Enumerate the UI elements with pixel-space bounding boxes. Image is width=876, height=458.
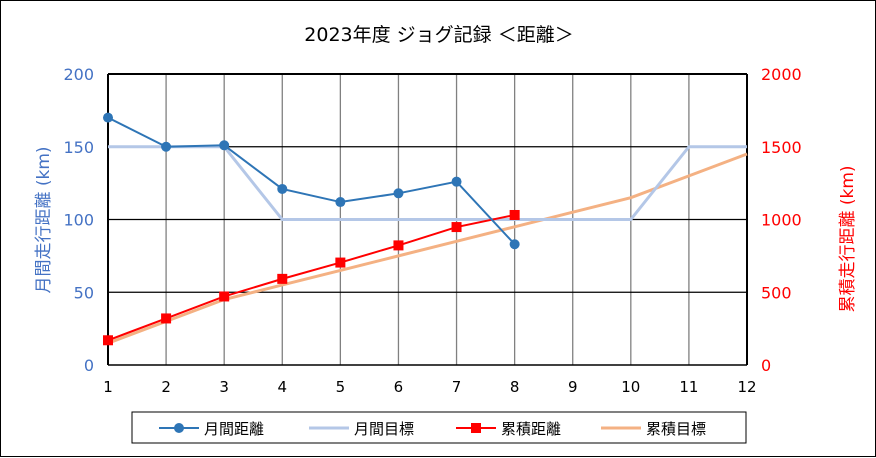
x-tick-label: 7 bbox=[452, 378, 462, 396]
legend-label: 月間目標 bbox=[354, 420, 414, 438]
x-tick-label: 9 bbox=[568, 378, 578, 396]
series-line bbox=[107, 116, 516, 245]
y-tick-label-right: 1500 bbox=[761, 138, 802, 157]
data-point bbox=[509, 239, 520, 250]
data-point bbox=[161, 141, 172, 152]
y-tick-label-left: 50 bbox=[74, 283, 94, 302]
data-point bbox=[219, 291, 230, 302]
data-point bbox=[277, 273, 288, 284]
y-tick-label-right: 2000 bbox=[761, 65, 802, 84]
series-line bbox=[107, 214, 515, 342]
legend-label: 累積目標 bbox=[646, 420, 706, 438]
data-point bbox=[393, 188, 404, 199]
data-point bbox=[393, 240, 404, 251]
data-point bbox=[451, 222, 462, 233]
y-tick-label-right: 0 bbox=[761, 356, 771, 375]
data-point bbox=[451, 176, 462, 187]
x-tick-label: 5 bbox=[336, 378, 346, 396]
legend-label: 月間距離 bbox=[204, 420, 264, 438]
data-point bbox=[219, 140, 230, 151]
y-axis-label-left: 月間走行距離 (km) bbox=[34, 146, 54, 293]
x-tick-label: 4 bbox=[277, 378, 287, 396]
legend-box bbox=[131, 411, 747, 444]
y-tick-label-right: 1000 bbox=[761, 211, 802, 230]
x-tick-label: 1 bbox=[103, 378, 113, 396]
x-tick-label: 3 bbox=[219, 378, 229, 396]
y-tick-label-right: 500 bbox=[761, 283, 792, 302]
y-tick-label-left: 200 bbox=[63, 65, 94, 84]
series-line bbox=[108, 145, 747, 221]
y-tick-label-left: 0 bbox=[84, 356, 94, 375]
legend-label: 累積距離 bbox=[501, 420, 561, 438]
y-tick-label-left: 150 bbox=[63, 138, 94, 157]
chart-title: 2023年度 ジョグ記録 ＜距離＞ bbox=[304, 24, 573, 46]
legend: 月間距離 月間目標 累積距離 累積目標 bbox=[131, 411, 747, 444]
y-tick-label-left: 100 bbox=[63, 211, 94, 230]
x-tick-label: 2 bbox=[161, 378, 171, 396]
data-point bbox=[161, 313, 172, 324]
data-point bbox=[509, 209, 520, 220]
data-point bbox=[103, 112, 113, 123]
x-tick-label: 10 bbox=[621, 378, 640, 396]
series-layer bbox=[103, 112, 748, 346]
data-point bbox=[103, 335, 113, 346]
x-tick-label: 12 bbox=[737, 378, 756, 396]
x-tick-label: 6 bbox=[394, 378, 404, 396]
data-point bbox=[277, 183, 288, 194]
legend-marker bbox=[471, 423, 481, 433]
x-tick-label: 8 bbox=[510, 378, 520, 396]
legend-marker bbox=[174, 423, 184, 433]
axes: 1 2 3 4 5 6 7 8 9 10 11 120501001502000500100015002… bbox=[63, 65, 801, 396]
x-tick-label: 11 bbox=[679, 378, 698, 396]
data-point bbox=[335, 257, 346, 268]
series-line bbox=[107, 152, 748, 345]
data-point bbox=[335, 197, 346, 208]
y-axis-label-right: 累積走行距離 (km) bbox=[838, 165, 858, 312]
